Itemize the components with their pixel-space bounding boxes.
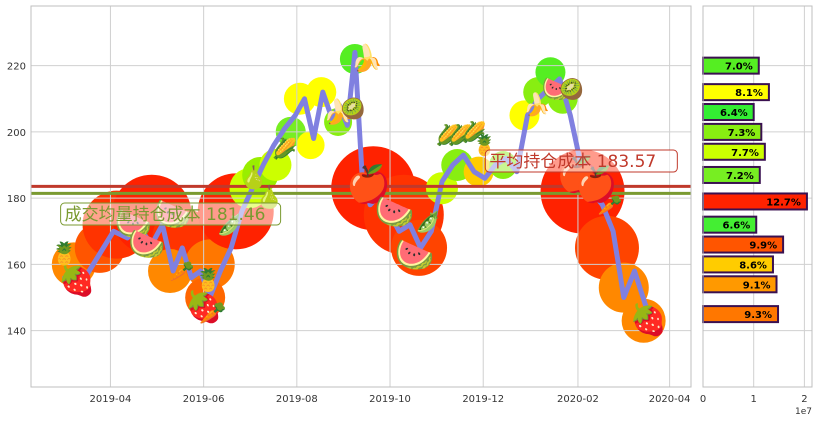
volume-profile-bar-label: 9.9% — [749, 241, 777, 252]
annotation-text: 平均持仓成本 183.57 — [489, 152, 656, 172]
fruit-marker-icon: 🍐 — [240, 165, 267, 191]
fruit-marker-icon: 🥕 — [199, 301, 226, 327]
fruit-marker-icon: 🍉 — [375, 192, 415, 230]
price-series-line-0 — [62, 49, 659, 334]
fruit-marker-icon: 🍉 — [542, 75, 572, 103]
y-tick-label: 140 — [7, 327, 26, 338]
x-tick-label: 2019-10 — [369, 394, 411, 405]
volume-profile-bar-label: 9.3% — [744, 310, 772, 321]
volume-profile-bar-label: 7.3% — [728, 128, 756, 139]
side-x-tick-label: 1 — [751, 394, 757, 405]
fruit-marker-icon: 🍌 — [323, 98, 353, 126]
main-plot-frame — [30, 5, 692, 388]
side-axis-exponent: 1e7 — [795, 407, 812, 417]
x-tick-label: 2019-04 — [90, 394, 132, 405]
fruit-marker-icon: 🍌 — [523, 92, 550, 118]
fruit-marker-icon: 🍓 — [630, 302, 667, 338]
side-x-tick-label: 0 — [700, 394, 706, 405]
fruit-marker-icon: 🍎 — [346, 162, 391, 205]
y-tick-label: 160 — [7, 260, 26, 271]
grid-layer: 2019-04 2019-06 2019-08 2019-10 2019-12 2020-… — [7, 6, 691, 405]
x-tick-label: 2019-08 — [276, 394, 318, 405]
annotation-box — [484, 149, 678, 173]
fruit-marker-icon: 🌽 — [436, 123, 461, 147]
fruit-icon-layer: 🍓🍍🍉🍉🍉🥕🍓🍍🥕🫛🍐🍐🌽🍌🥝🍌🍎🍉🍉🫛🌽🌽🌽🍍🍌🍉🥝🍎🍎🥕🍓 — [51, 43, 667, 338]
annotation-box — [60, 202, 282, 226]
annotation-text: 成交均量持仓成本 181.46 — [65, 205, 266, 225]
y-tick-label: 220 — [7, 62, 26, 73]
cost-annotation-0: 成交均量持仓成本 181.46 — [60, 202, 282, 226]
fruit-marker-icon: 🍓 — [58, 262, 95, 298]
volume-profile-bar-label: 6.6% — [722, 221, 750, 232]
frame-layer — [30, 5, 813, 388]
cost-annotation-1: 平均持仓成本 183.57 — [484, 149, 678, 173]
volume-profile-bar-label: 7.0% — [725, 62, 753, 73]
x-tick-label: 2019-12 — [462, 394, 504, 405]
price-line-layer — [62, 49, 659, 334]
volume-profile-bar-label: 7.7% — [731, 148, 759, 159]
fruit-marker-icon: 🥝 — [559, 76, 584, 101]
cost-line-layer — [31, 184, 691, 195]
x-tick-label: 2020-04 — [649, 394, 691, 405]
volume-profile-bar-label: 8.6% — [739, 260, 767, 271]
y-tick-label: 180 — [7, 194, 26, 205]
volume-blob-14 — [296, 131, 325, 160]
fruit-marker-icon: 🫛 — [416, 209, 441, 233]
x-tick-label: 2020-02 — [557, 394, 599, 405]
fruit-marker-icon: 🍉 — [128, 227, 165, 262]
annotation-layer: 成交均量持仓成本 181.46 平均持仓成本 183.57 — [60, 149, 678, 226]
side-plot-frame — [702, 5, 813, 388]
x-tick-label: 2019-06 — [183, 394, 225, 405]
volume-blob-5 — [148, 249, 193, 294]
fruit-marker-icon: 🥕 — [170, 259, 195, 283]
fruit-marker-icon: 🍓 — [185, 289, 222, 325]
volume-profile-bar-label: 8.1% — [735, 88, 763, 99]
volume-profile-bar-label: 9.1% — [743, 280, 771, 291]
volume-profile-bar-label: 7.2% — [726, 171, 754, 182]
fruit-marker-icon: 🌽 — [462, 120, 487, 144]
fruit-marker-icon: 🥕 — [598, 193, 623, 217]
fruit-marker-icon: 🌽 — [448, 123, 473, 147]
fruit-marker-icon: 🍌 — [351, 43, 383, 74]
side-x-tick-label: 2 — [801, 394, 807, 405]
fruit-marker-icon: 🌽 — [272, 136, 297, 160]
fruit-marker-icon: 🍉 — [395, 235, 435, 273]
fruit-marker-icon: 🍍 — [195, 267, 222, 293]
volume-profile-bar-label: 6.4% — [720, 108, 748, 119]
fruit-marker-icon: 🥝 — [341, 96, 366, 121]
volume-profile-bar-label: 12.7% — [766, 197, 801, 208]
volume-profile-panel: 0 1 2 1e7 7.0% 8.1% 6.4% 7.3% 7.7% 7.2% 12.7% 6.6% 9… — [700, 6, 812, 417]
y-tick-label: 200 — [7, 128, 26, 139]
fruit-marker-icon: 🍍 — [51, 241, 78, 267]
